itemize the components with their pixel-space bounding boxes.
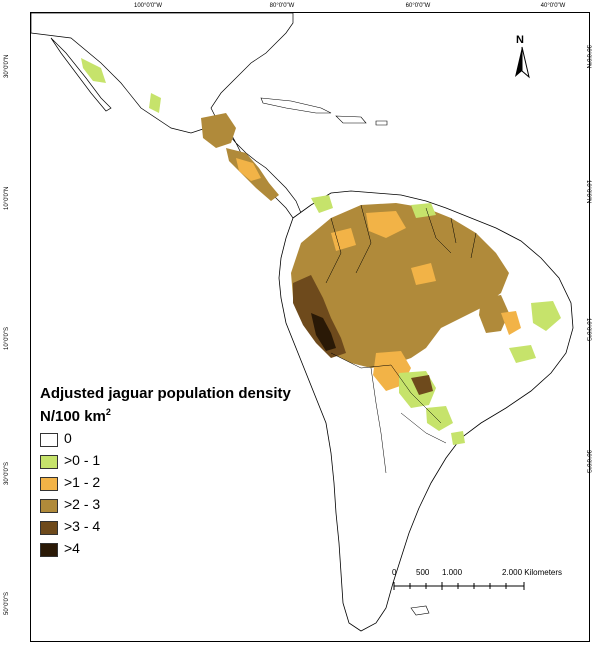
legend-item-2: >1 - 2: [40, 474, 340, 496]
legend-swatch-3: [40, 499, 58, 513]
density-mexico-green: [81, 58, 106, 83]
scale-label-1000: 1.000: [442, 568, 463, 577]
density-yucatan: [201, 113, 236, 148]
north-label: N: [516, 34, 524, 46]
density-chaco-brown: [411, 375, 433, 395]
scale-label-0: 0: [392, 568, 397, 577]
legend-label-1: >0 - 1: [64, 452, 101, 468]
tick-right-30n: 30°0'0"N: [585, 45, 591, 69]
density-andes-black: [311, 313, 336, 351]
legend-swatch-4: [40, 521, 58, 535]
density-andes-dark: [293, 275, 346, 358]
legend-swatch-0: [40, 433, 58, 447]
tick-top-60w: 60°0'0"W: [405, 3, 431, 9]
north-arrow-icon: [515, 46, 530, 79]
map-canvas: [31, 13, 574, 632]
legend-label-4: >3 - 4: [64, 518, 101, 534]
density-brazil-brown-1: [479, 295, 509, 333]
legend-title: Adjusted jaguar population density: [40, 385, 291, 402]
tick-right-10s: 10°0'0"S: [585, 318, 591, 342]
tick-left-50s: 50°0'0"S: [4, 591, 10, 615]
land-puerto-rico: [375, 120, 388, 126]
land-north-america: [31, 13, 302, 219]
tick-top-80w: 80°0'0"W: [269, 3, 295, 9]
land-cuba: [260, 97, 332, 114]
tick-left-10n: 10°0'0"N: [4, 186, 10, 210]
legend-swatch-2: [40, 477, 58, 491]
tick-right-30s: 30°0'0"S: [585, 450, 591, 474]
scale-bar-graphic: [393, 582, 525, 590]
density-south-green: [426, 406, 453, 431]
legend-item-3: >2 - 3: [40, 496, 340, 518]
legend-swatch-5: [40, 543, 58, 557]
tick-left-10s: 10°0'0"S: [4, 326, 10, 350]
land-falklands: [410, 605, 430, 616]
scale-label-500: 500: [416, 568, 430, 577]
density-north-green-1: [311, 195, 333, 213]
legend-item-4: >3 - 4: [40, 518, 340, 540]
density-amazon-orange-1: [366, 211, 406, 238]
density-brazil-green-2: [509, 345, 536, 363]
tick-top-100w: 100°0'0"W: [133, 3, 163, 9]
scale-label-2000: 2.000 Kilometers: [502, 568, 563, 577]
legend-label-2: >1 - 2: [64, 474, 101, 490]
land-baja: [50, 37, 112, 112]
country-borders: [325, 204, 477, 474]
legend-item-5: >4: [40, 540, 340, 562]
legend-unit: N/100 km2: [40, 403, 340, 426]
density-central-america-orange: [236, 158, 261, 181]
legend-label-3: >2 - 3: [64, 496, 101, 512]
density-brazil-orange: [501, 311, 521, 335]
density-north-green-2: [411, 203, 436, 218]
tick-left-30n: 30°0'0"N: [4, 54, 10, 78]
legend-label-5: >4: [64, 540, 80, 556]
density-amazon-orange-2: [331, 228, 356, 251]
legend-item-1: >0 - 1: [40, 452, 340, 474]
scale-bar: 0 500 1.000 2.000 Kilometers: [392, 568, 582, 598]
land-hispaniola: [335, 115, 367, 124]
tick-right-10n: 10°0'0"N: [585, 180, 591, 204]
legend-label-0: 0: [64, 430, 72, 446]
legend-unit-text: N/100 km: [40, 408, 106, 425]
legend-item-0: 0: [40, 430, 340, 452]
tick-top-40w: 40°0'0"W: [540, 3, 566, 9]
density-mexico-green-2: [149, 93, 161, 113]
density-amazon-orange-3: [411, 263, 436, 285]
legend-unit-sup: 2: [105, 407, 111, 417]
map-frame: [30, 12, 590, 642]
density-brazil-green-1: [531, 301, 561, 331]
tick-left-30s: 30°0'0"S: [4, 461, 10, 485]
density-misiones-green: [451, 431, 465, 445]
legend-swatch-1: [40, 455, 58, 469]
legend: Adjusted jaguar population density N/100…: [40, 385, 340, 562]
